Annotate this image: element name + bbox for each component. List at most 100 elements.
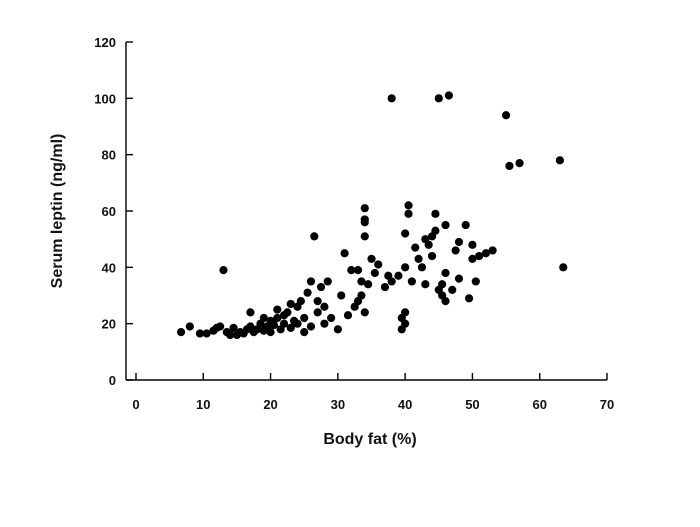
- data-point: [471, 277, 480, 286]
- data-point: [431, 226, 440, 235]
- y-axis-title: Serum leptin (ng/ml): [49, 134, 66, 289]
- data-point: [505, 161, 514, 171]
- x-tick-label: 0: [132, 397, 139, 412]
- tick-labels: 0 20 40 60 80 100 120 0 10 20 30 40 50 60 70: [94, 35, 614, 412]
- data-point: [370, 268, 379, 278]
- data-point: [468, 240, 477, 249]
- data-point: [259, 313, 268, 323]
- data-point: [427, 251, 437, 261]
- data-point: [343, 311, 353, 320]
- data-point: [313, 308, 322, 317]
- y-tick-label: 20: [102, 317, 116, 332]
- x-axis-title: Body fat (%): [323, 431, 416, 448]
- data-point: [303, 288, 312, 297]
- data-point: [185, 322, 194, 331]
- data-point: [464, 294, 474, 303]
- data-point: [404, 209, 413, 218]
- data-point: [401, 263, 410, 272]
- data-point: [279, 319, 289, 328]
- data-point: [273, 305, 282, 314]
- data-point: [229, 323, 238, 332]
- data-point: [313, 297, 322, 306]
- data-point: [360, 308, 369, 317]
- data-point: [401, 319, 410, 328]
- data-point: [310, 232, 319, 241]
- y-tick-label: 80: [102, 148, 116, 163]
- data-point: [424, 240, 433, 249]
- data-point: [468, 254, 477, 263]
- data-point: [444, 91, 453, 100]
- data-point: [300, 313, 309, 323]
- x-tick-label: 70: [600, 397, 614, 412]
- data-point: [481, 249, 490, 258]
- data-point: [421, 280, 430, 289]
- data-point: [219, 266, 228, 275]
- y-tick-label: 0: [109, 373, 116, 388]
- data-point: [475, 251, 484, 261]
- data-point: [202, 329, 211, 338]
- data-point: [347, 266, 356, 275]
- data-point: [327, 313, 336, 323]
- data-point: [337, 291, 346, 300]
- data-point: [387, 277, 396, 286]
- data-point: [411, 243, 420, 252]
- data-point: [364, 280, 373, 289]
- data-point: [266, 328, 275, 337]
- data-point: [273, 313, 282, 323]
- data-point: [414, 254, 423, 263]
- x-tick-label: 10: [196, 397, 210, 412]
- data-point: [323, 277, 332, 286]
- data-point: [353, 266, 363, 275]
- data-point: [441, 297, 450, 306]
- data-point: [306, 277, 316, 286]
- data-point: [407, 277, 416, 286]
- y-tick-label: 120: [94, 35, 116, 50]
- data-point: [286, 299, 295, 309]
- data-point: [404, 201, 413, 210]
- data-point: [555, 156, 565, 165]
- data-point: [320, 302, 329, 311]
- data-point: [360, 232, 369, 241]
- data-point: [434, 94, 443, 103]
- data-point: [360, 215, 369, 224]
- data-point: [367, 254, 376, 263]
- data-point: [269, 320, 279, 330]
- data-point: [441, 220, 450, 230]
- data-point: [394, 271, 403, 280]
- data-point: [448, 285, 457, 294]
- data-point: [431, 209, 440, 218]
- data-point: [374, 260, 383, 269]
- data-point: [296, 297, 305, 306]
- data-point: [438, 280, 447, 289]
- data-point: [357, 277, 366, 286]
- data-point: [451, 246, 460, 255]
- y-tick-label: 100: [94, 91, 116, 106]
- data-point: [401, 229, 410, 238]
- data-point: [320, 319, 329, 328]
- data-point: [286, 323, 295, 332]
- data-point: [333, 325, 342, 334]
- data-point: [454, 274, 464, 283]
- y-tick-label: 60: [102, 204, 116, 219]
- x-tick-label: 50: [465, 397, 479, 412]
- x-tick-label: 40: [398, 397, 412, 412]
- data-point: [176, 328, 186, 337]
- data-point: [306, 322, 316, 331]
- data-point: [360, 204, 369, 213]
- data-point: [454, 237, 464, 247]
- x-tick-label: 30: [331, 397, 345, 412]
- data-point: [387, 94, 396, 103]
- data-point: [515, 159, 524, 168]
- data-point: [216, 322, 225, 331]
- data-point: [380, 282, 390, 292]
- data-point: [293, 319, 302, 328]
- data-point: [316, 282, 326, 292]
- data-points: [176, 91, 568, 340]
- data-point: [357, 291, 366, 300]
- data-point: [283, 308, 292, 317]
- data-point: [501, 111, 511, 120]
- x-tick-label: 20: [263, 397, 277, 412]
- y-tick-label: 40: [102, 260, 116, 275]
- data-point: [300, 328, 309, 337]
